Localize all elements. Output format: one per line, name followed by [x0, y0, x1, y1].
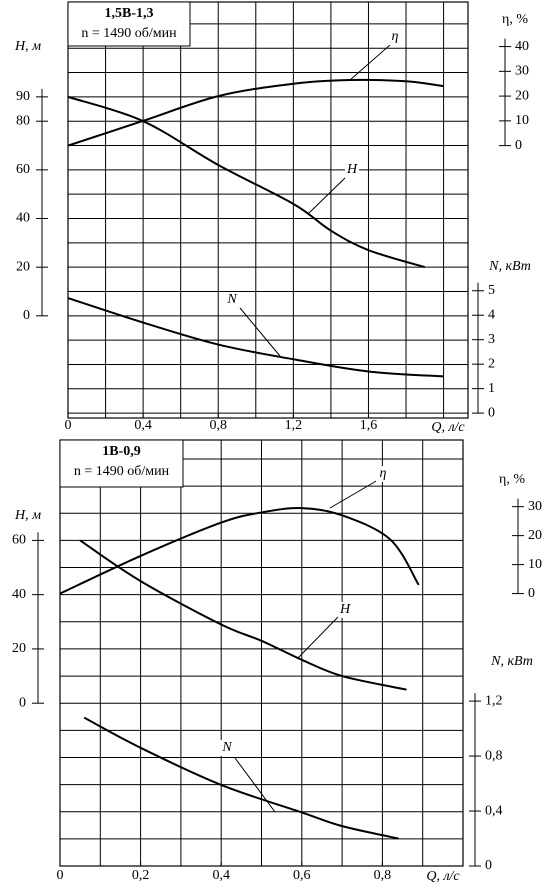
curve: [79, 539, 407, 691]
eta-tick-label: 40: [515, 39, 529, 54]
x-tick-label: 0,6: [293, 868, 311, 883]
x-tick-label: 0,2: [132, 868, 150, 883]
n-tick-label: 5: [488, 283, 495, 298]
curve: [67, 78, 444, 147]
curve-leader: [329, 479, 379, 509]
n-tick-label: 1: [488, 381, 495, 396]
n-tick-label: 0: [485, 858, 492, 873]
x-axis-label: Q, л/с: [431, 420, 465, 435]
annotation: n = 1490 об/мин: [81, 26, 177, 41]
curve: [59, 507, 420, 595]
x-tick-label: 0,4: [212, 868, 230, 883]
n-tick-label: 1,2: [485, 693, 503, 708]
curve-label: H: [339, 602, 351, 617]
n-tick-label: 0,8: [485, 748, 503, 763]
curve-label: η: [392, 29, 399, 44]
curve: [67, 297, 444, 378]
n-tick-label: 0,4: [485, 803, 503, 818]
label-bg: [345, 162, 359, 178]
label-bg: [388, 29, 402, 45]
h-tick-label: 60: [12, 533, 26, 548]
eta-tick-label: 10: [528, 557, 542, 572]
eta-tick-label: 10: [515, 113, 529, 128]
curve-leader: [307, 177, 346, 215]
x-tick-label: 1,6: [360, 418, 378, 433]
y-axis-label: H, м: [14, 39, 41, 54]
plot-frame: [67, 1, 469, 419]
h-tick-label: 0: [19, 695, 26, 710]
curve-label: η: [380, 466, 387, 481]
label-bg: [220, 740, 234, 756]
n-tick-label: 2: [488, 356, 495, 371]
x-tick-label: 1,2: [285, 418, 303, 433]
h-tick-label: 60: [16, 162, 30, 177]
y-axis-label: H, м: [14, 508, 41, 523]
x-tick-label: 0: [65, 418, 72, 433]
annotation: 1В-0,9: [102, 444, 141, 459]
curve-leader: [349, 44, 391, 81]
n-tick-label: 0: [488, 405, 495, 420]
y3-axis-label: N, кВт: [490, 654, 533, 669]
label-bg: [225, 292, 239, 308]
annotation: 1,5В-1,3: [105, 6, 154, 21]
eta-tick-label: 20: [528, 528, 542, 543]
x-tick-label: 0,4: [134, 418, 152, 433]
curve-leader: [239, 307, 281, 357]
curve-label: H: [346, 162, 358, 177]
curve-leader: [234, 757, 276, 813]
eta-tick-label: 30: [528, 499, 542, 514]
eta-tick-label: 0: [515, 138, 522, 153]
curve-leader: [296, 616, 339, 660]
annotation: n = 1490 об/мин: [74, 464, 170, 479]
h-tick-label: 20: [12, 641, 26, 656]
h-tick-label: 80: [16, 113, 30, 128]
y2-axis-label: η, %: [502, 12, 528, 27]
h-tick-label: 90: [16, 89, 30, 104]
eta-tick-label: 0: [528, 586, 535, 601]
h-tick-label: 0: [23, 308, 30, 323]
h-tick-label: 20: [16, 259, 30, 274]
pump-label-box: [59, 439, 184, 488]
eta-tick-label: 20: [515, 88, 529, 103]
x-tick-label: 0: [57, 868, 64, 883]
n-tick-label: 4: [488, 307, 495, 322]
y2-axis-label: η, %: [499, 472, 525, 487]
curve: [83, 716, 399, 840]
h-tick-label: 40: [16, 211, 30, 226]
x-axis-label: Q, л/с: [426, 869, 460, 884]
eta-tick-label: 30: [515, 64, 529, 79]
h-tick-label: 40: [12, 587, 26, 602]
curve-label: N: [221, 740, 232, 755]
label-bg: [338, 602, 352, 618]
pump-label-box: [67, 1, 191, 47]
label-bg: [376, 466, 390, 482]
x-tick-label: 0,8: [374, 868, 392, 883]
n-tick-label: 3: [488, 332, 495, 347]
plot-frame: [59, 439, 464, 867]
curve: [67, 95, 426, 269]
y3-axis-label: N, кВт: [488, 259, 531, 274]
curve-label: N: [226, 292, 237, 307]
x-tick-label: 0,8: [209, 418, 227, 433]
